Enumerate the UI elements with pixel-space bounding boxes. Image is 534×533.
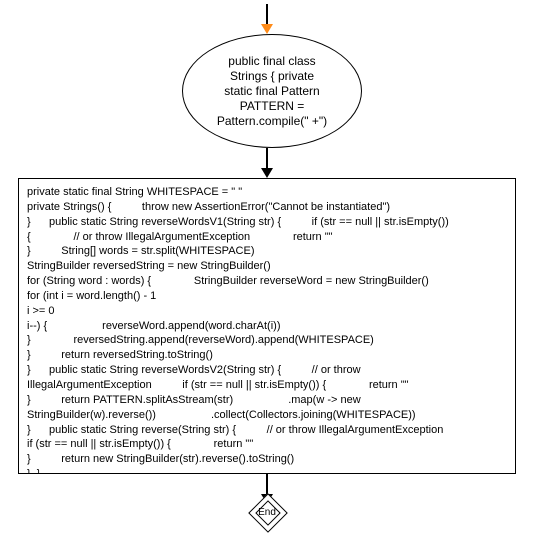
flowchart-canvas: public final class Strings { private sta… bbox=[0, 0, 534, 533]
arrow-middle-line bbox=[266, 148, 268, 168]
code-box-text: private static final String WHITESPACE =… bbox=[27, 186, 449, 474]
arrow-top-line bbox=[266, 4, 268, 24]
arrow-top-head bbox=[261, 24, 273, 34]
end-label: End bbox=[258, 507, 276, 518]
code-box: private static final String WHITESPACE =… bbox=[18, 178, 516, 474]
start-ellipse-text: public final class Strings { private sta… bbox=[217, 54, 327, 129]
arrow-bottom-line bbox=[266, 474, 268, 494]
start-ellipse: public final class Strings { private sta… bbox=[182, 34, 362, 148]
arrow-middle-head bbox=[261, 168, 273, 178]
